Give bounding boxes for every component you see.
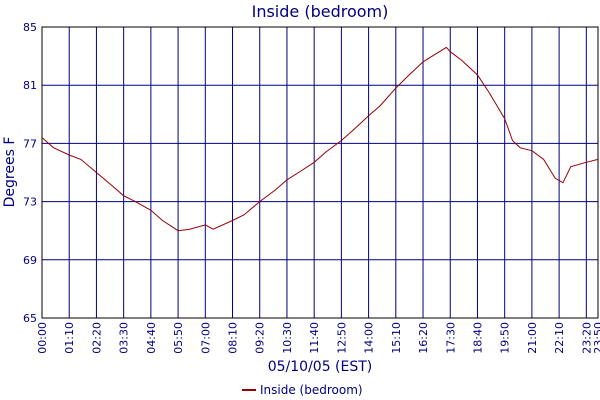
x-tick-label: 12:50 <box>335 322 348 354</box>
x-tick-label: 10:30 <box>281 322 294 354</box>
data-line <box>41 46 599 232</box>
x-tick-label: 14:00 <box>363 322 376 354</box>
x-tick-label: 17:30 <box>444 322 457 354</box>
x-tick-label: 23:20 <box>580 322 593 354</box>
x-tick-label: 15:10 <box>390 322 403 354</box>
x-tick-label: 21:00 <box>526 322 539 354</box>
x-tick-label: 19:50 <box>499 322 512 354</box>
y-axis-label: Degrees F <box>2 137 18 208</box>
y-tick-label: 73 <box>23 196 37 209</box>
y-tick-label: 69 <box>23 254 37 267</box>
y-tick-label: 65 <box>23 312 37 325</box>
plot-frame <box>41 26 599 319</box>
x-tick-label: 03:30 <box>118 322 131 354</box>
x-tick-label: 02:20 <box>90 322 103 354</box>
x-tick-label: 22:10 <box>553 322 566 354</box>
x-axis-label: 05/10/05 (EST) <box>268 359 373 375</box>
x-tick-label: 18:40 <box>471 322 484 354</box>
x-tick-label: 00:00 <box>36 322 49 354</box>
x-tick-label: 07:00 <box>199 322 212 354</box>
y-tick-label: 81 <box>23 79 37 92</box>
chart-title: Inside (bedroom) <box>252 2 389 21</box>
x-tick-label: 08:10 <box>227 322 240 354</box>
y-tick-label: 77 <box>23 137 37 150</box>
x-tick-label: 05:50 <box>172 322 185 354</box>
x-tick-label: 04:40 <box>145 322 158 354</box>
x-tick-label: 01:10 <box>63 322 76 354</box>
y-tick-label: 85 <box>23 21 37 34</box>
x-tick-label: 09:20 <box>254 322 267 354</box>
x-tick-label: 11:40 <box>308 322 321 354</box>
x-tick-label: 23:50 <box>592 322 600 354</box>
x-tick-label: 16:20 <box>417 322 430 354</box>
legend-label: Inside (bedroom) <box>260 383 363 397</box>
